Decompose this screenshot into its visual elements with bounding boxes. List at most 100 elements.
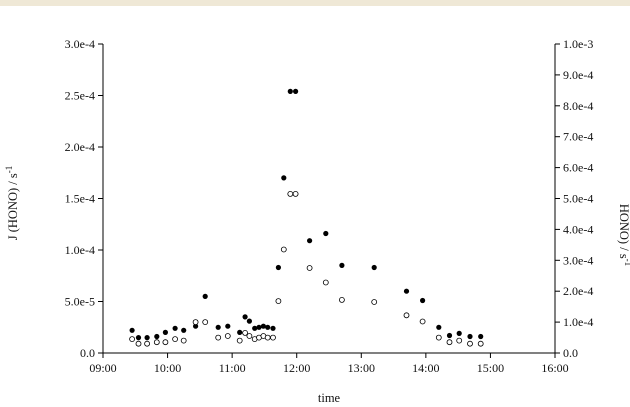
y-axis-left-title-text: J (HONO) / s bbox=[6, 173, 20, 240]
data-point-open bbox=[306, 265, 313, 271]
data-point-open bbox=[135, 340, 142, 347]
chart-marks bbox=[129, 88, 484, 347]
y-left-tick-label: 2.5e-4 bbox=[65, 89, 95, 103]
data-point-open bbox=[246, 333, 253, 339]
data-point-open bbox=[270, 334, 276, 341]
data-point-open bbox=[162, 339, 169, 346]
y-right-tick-label: 1.0e-4 bbox=[563, 315, 593, 329]
data-point-filled bbox=[420, 297, 426, 304]
data-point-filled bbox=[162, 329, 168, 335]
x-tick-label: 13:00 bbox=[348, 361, 375, 375]
data-point-filled bbox=[246, 318, 252, 324]
data-point-filled bbox=[242, 314, 248, 320]
data-point-open bbox=[419, 318, 426, 325]
data-point-filled bbox=[293, 88, 299, 94]
data-point-open bbox=[236, 337, 243, 344]
y-right-tick-label: 6.0e-4 bbox=[563, 161, 593, 175]
data-point-open bbox=[144, 340, 151, 347]
top-banner-strip bbox=[0, 0, 630, 6]
data-point-open bbox=[172, 336, 179, 343]
data-point-open bbox=[371, 299, 378, 305]
data-point-filled bbox=[307, 238, 313, 244]
data-point-filled bbox=[265, 324, 271, 330]
chart-ticks: 09:00 10:00 11:00 12:00 13:00 14:00 15:00 16:00… bbox=[65, 37, 594, 375]
y-axis-right-title-sup: -1 bbox=[623, 259, 630, 267]
y-left-tick-label: 2.0e-4 bbox=[65, 140, 95, 154]
x-tick-label: 10:00 bbox=[154, 361, 181, 375]
y-left-tick-label: 5.0e-5 bbox=[65, 295, 95, 309]
data-point-open bbox=[322, 279, 329, 286]
data-point-open bbox=[202, 319, 209, 326]
data-point-filled bbox=[225, 323, 231, 329]
data-point-filled bbox=[436, 324, 442, 330]
y-right-tick-label: 8.0e-4 bbox=[563, 99, 593, 113]
data-point-filled bbox=[135, 335, 142, 341]
y-right-tick-label: 5.0e-4 bbox=[563, 192, 593, 206]
data-point-open bbox=[435, 334, 442, 341]
y-axis-left-title: J (HONO) / s-1 bbox=[4, 166, 20, 241]
y-right-tick-label: 0.0 bbox=[563, 346, 578, 360]
y-axis-right-title: HONO) / s-1 bbox=[617, 204, 630, 266]
data-point-open bbox=[403, 312, 410, 319]
data-point-filled bbox=[154, 333, 160, 340]
x-tick-label: 15:00 bbox=[477, 361, 504, 375]
y-left-tick-label: 1.5e-4 bbox=[65, 192, 95, 206]
y-left-tick-label: 0.0 bbox=[80, 346, 95, 360]
data-point-filled bbox=[181, 327, 187, 333]
data-point-filled bbox=[339, 262, 345, 268]
y-axis-right-title-text: HONO) / s bbox=[617, 204, 630, 259]
x-tick-label: 11:00 bbox=[219, 361, 246, 375]
data-point-open bbox=[215, 334, 222, 341]
data-point-open bbox=[180, 337, 187, 344]
data-point-open bbox=[275, 298, 282, 305]
data-point-filled bbox=[129, 327, 135, 333]
data-point-filled bbox=[237, 329, 243, 335]
y-left-tick-label: 3.0e-4 bbox=[65, 37, 95, 51]
data-point-open bbox=[224, 333, 231, 339]
data-point-open bbox=[456, 337, 463, 344]
y-left-tick-label: 1.0e-4 bbox=[65, 243, 95, 257]
data-point-filled bbox=[256, 324, 262, 330]
x-tick-label: 16:00 bbox=[541, 361, 568, 375]
y-right-tick-label: 4.0e-4 bbox=[563, 222, 593, 236]
y-right-tick-label: 2.0e-4 bbox=[563, 284, 593, 298]
data-point-filled bbox=[478, 333, 484, 340]
data-point-open bbox=[242, 329, 249, 336]
data-point-filled bbox=[270, 325, 276, 331]
data-point-filled bbox=[403, 288, 410, 294]
data-point-filled bbox=[144, 335, 150, 341]
y-axis-left-title-sup: -1 bbox=[4, 166, 14, 174]
data-point-filled bbox=[456, 330, 462, 336]
data-point-open bbox=[446, 339, 453, 346]
x-tick-label: 12:00 bbox=[283, 361, 310, 375]
data-point-filled bbox=[172, 325, 178, 331]
data-point-filled bbox=[215, 324, 221, 330]
data-point-filled bbox=[260, 323, 266, 329]
data-point-filled bbox=[371, 264, 377, 271]
y-right-tick-label: 1.0e-3 bbox=[563, 37, 593, 51]
data-point-open bbox=[264, 334, 271, 341]
chart-axes bbox=[102, 44, 556, 354]
data-point-filled bbox=[202, 293, 208, 299]
data-point-open bbox=[280, 246, 287, 253]
data-point-open bbox=[192, 319, 199, 326]
y-right-tick-label: 9.0e-4 bbox=[563, 68, 593, 82]
data-point-filled bbox=[287, 88, 293, 94]
y-right-tick-label: 3.0e-4 bbox=[563, 253, 593, 267]
data-point-open bbox=[477, 340, 484, 347]
data-point-open bbox=[467, 340, 473, 347]
data-point-open bbox=[292, 190, 299, 197]
data-point-filled bbox=[446, 332, 453, 339]
data-point-filled bbox=[281, 175, 287, 181]
data-point-open bbox=[153, 339, 160, 346]
data-point-filled bbox=[252, 325, 258, 331]
x-tick-label: 14:00 bbox=[412, 361, 439, 375]
data-point-filled bbox=[193, 323, 199, 329]
data-point-filled bbox=[275, 264, 281, 271]
y-right-tick-label: 7.0e-4 bbox=[563, 130, 593, 144]
data-point-filled bbox=[467, 333, 473, 340]
data-point-open bbox=[338, 296, 345, 303]
x-tick-label: 09:00 bbox=[89, 361, 116, 375]
data-point-filled bbox=[323, 230, 329, 237]
